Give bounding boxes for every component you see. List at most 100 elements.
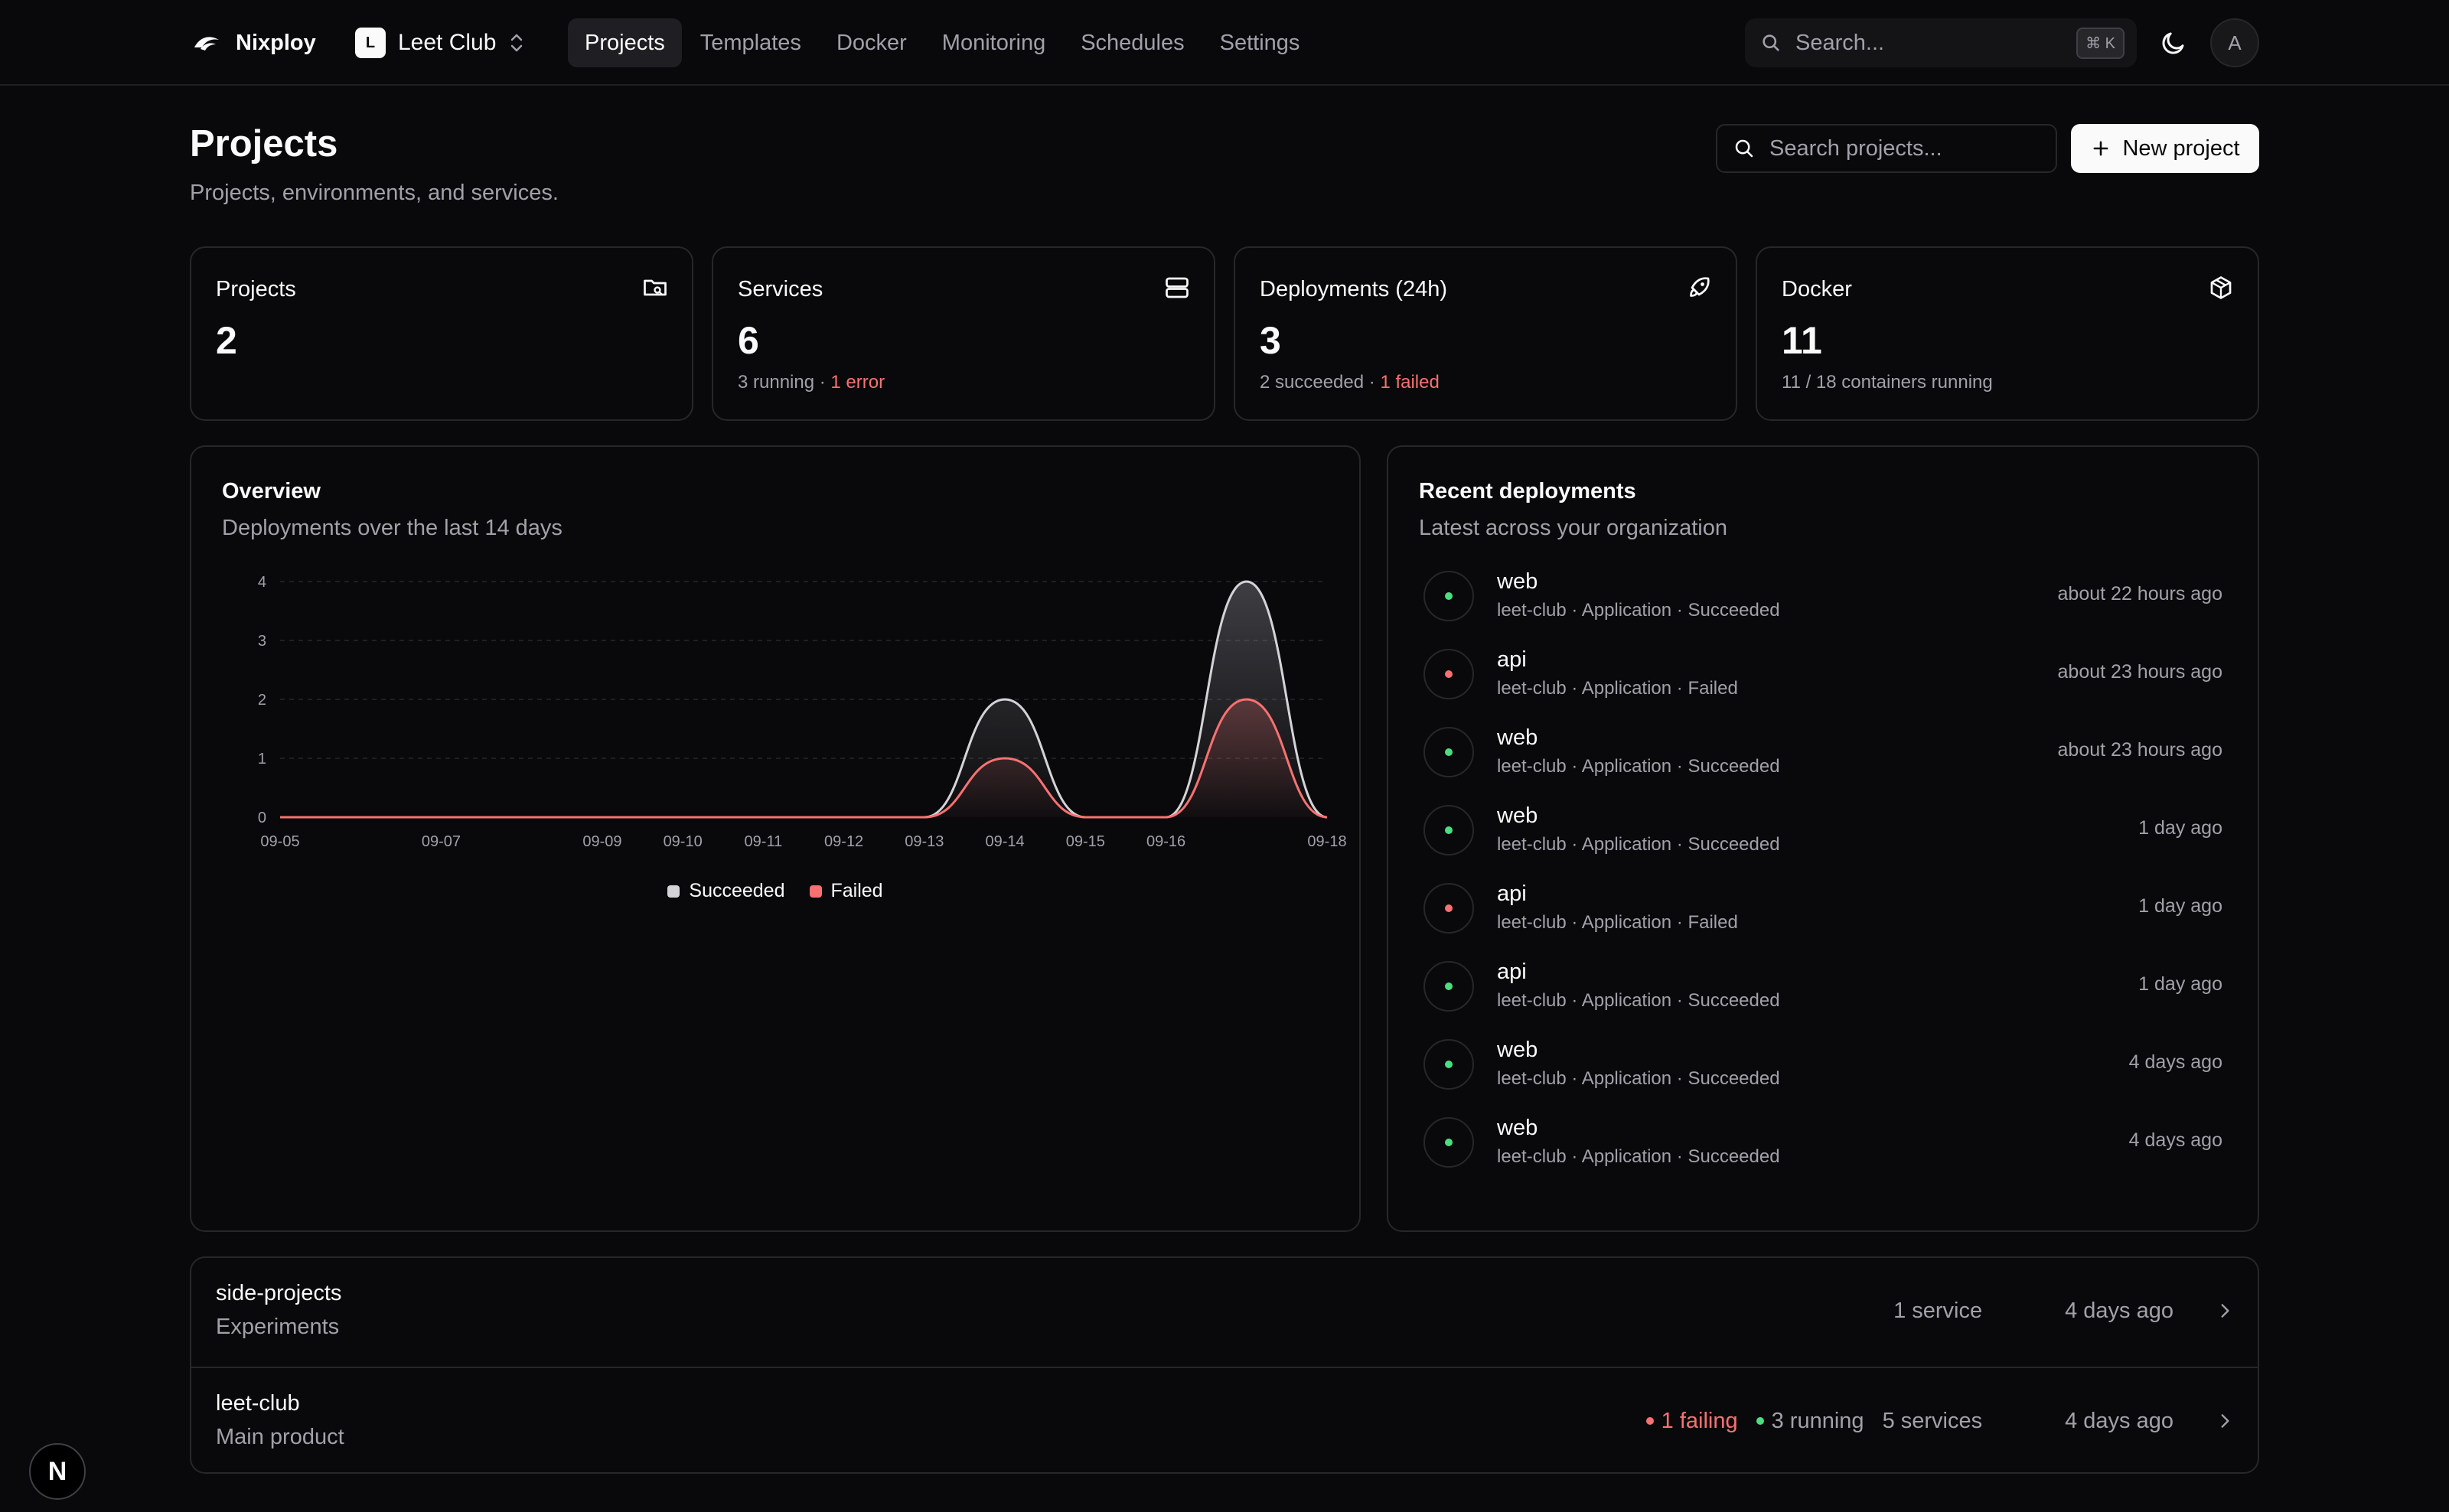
x-tick-label: 09-16: [1146, 833, 1185, 850]
stat-label: Deployments (24h): [1260, 277, 1447, 301]
stat-label: Docker: [1782, 277, 1852, 301]
status-indicator: [1423, 805, 1474, 855]
search-shortcut: ⌘ K: [2076, 27, 2125, 59]
y-tick-label: 4: [258, 574, 266, 591]
deployment-row[interactable]: api leet-club · Application · Failed 1 day…: [1423, 878, 2222, 938]
status-indicator: [1423, 1039, 1474, 1090]
status-dot: [1445, 1139, 1453, 1146]
stat-value: 11: [1782, 319, 1822, 362]
deployment-row[interactable]: api leet-club · Application · Failed about…: [1423, 644, 2222, 704]
stat-alert: 1 error: [830, 372, 885, 393]
deployment-service-name: web: [1497, 1116, 1538, 1140]
status-indicator: [1423, 883, 1474, 934]
nav-item-schedules[interactable]: Schedules: [1081, 31, 1185, 55]
deployment-meta: leet-club · Application · Failed: [1497, 678, 1738, 699]
nav-item-monitoring[interactable]: Monitoring: [941, 31, 1046, 55]
deployment-meta: leet-club · Application · Succeeded: [1497, 600, 1780, 621]
x-tick-label: 09-18: [1307, 833, 1346, 850]
project-service-count: 5 services: [1882, 1408, 1983, 1433]
project-summary: 1 service 4 days ago: [1893, 1292, 2235, 1330]
project-name: leet-club: [216, 1391, 300, 1416]
deployment-row[interactable]: web leet-club · Application · Succeeded ab…: [1423, 566, 2222, 626]
org-switcher[interactable]: L Leet Club: [355, 23, 525, 63]
deployment-row[interactable]: api leet-club · Application · Succeeded 1 …: [1423, 956, 2222, 1016]
project-updated: 4 days ago: [2065, 1408, 2173, 1433]
main-nav: Projects Templates Docker Monitoring Schedul…: [568, 18, 1316, 67]
chart-legend: Succeeded Failed: [191, 880, 1359, 902]
deployment-service-name: web: [1497, 569, 1538, 594]
deployment-time: about 23 hours ago: [2057, 739, 2222, 761]
org-name: Leet Club: [398, 30, 497, 55]
status-indicator: [1423, 727, 1474, 777]
y-tick-label: 1: [258, 751, 266, 767]
deployment-row[interactable]: web leet-club · Application · Succeeded 4 …: [1423, 1035, 2222, 1094]
stat-card-services: Services 6 3 running · 1 error: [712, 246, 1215, 421]
project-running: 3 running: [1756, 1409, 1864, 1434]
stat-value: 2: [216, 319, 237, 362]
failed-dot: [1645, 1417, 1654, 1425]
status-dot: [1445, 826, 1453, 834]
recent-description: Latest across your organization: [1419, 516, 1727, 540]
box-icon: [2210, 276, 2232, 299]
deployment-row[interactable]: web leet-club · Application · Succeeded ab…: [1423, 722, 2222, 782]
recent-title: Recent deployments: [1419, 479, 1636, 503]
x-tick-label: 09-12: [824, 833, 863, 850]
status-indicator: [1423, 961, 1474, 1012]
project-row[interactable]: side-projects Experiments 1 service 4 days …: [191, 1258, 2258, 1366]
legend-label: Succeeded: [689, 880, 785, 901]
nav-item-templates[interactable]: Templates: [699, 31, 801, 55]
dev-tools-badge[interactable]: N: [29, 1443, 86, 1500]
x-tick-label: 09-09: [582, 833, 621, 850]
project-row[interactable]: leet-club Main product 1 failing 3 running 5…: [191, 1367, 2258, 1472]
page-title: Projects: [190, 123, 338, 165]
deployment-time: 1 day ago: [2138, 895, 2222, 917]
overview-card: Overview Deployments over the last 14 da…: [190, 445, 1361, 1232]
deployment-row[interactable]: web leet-club · Application · Succeeded 4 …: [1423, 1113, 2222, 1172]
x-tick-label: 09-10: [664, 833, 703, 850]
overview-description: Deployments over the last 14 days: [222, 516, 563, 540]
nav-item-docker[interactable]: Docker: [836, 31, 907, 55]
stat-value: 3: [1260, 319, 1281, 362]
status-dot: [1445, 1061, 1453, 1068]
legend-item-failed: Failed: [809, 880, 883, 902]
status-dot: [1445, 748, 1453, 756]
theme-toggle[interactable]: [2155, 24, 2192, 61]
brand[interactable]: Nixploy: [193, 23, 316, 63]
status-dot: [1445, 982, 1453, 990]
legend-item-succeeded: Succeeded: [667, 880, 785, 902]
chevrons-up-down-icon: [511, 34, 523, 52]
project-failing: 1 failing: [1645, 1409, 1738, 1434]
rocket-icon: [1690, 277, 1710, 297]
x-tick-label: 09-13: [905, 833, 944, 850]
deployment-service-name: web: [1497, 1038, 1538, 1062]
project-summary: 1 failing 3 running 5 services 4 days ago: [1645, 1402, 2235, 1440]
deployments-chart: 0 1 2 3 4 09-05 09-07 09-09 09-10 09-11 09-12 09-13…: [258, 574, 1347, 850]
x-tick-label: 09-11: [745, 833, 783, 850]
stat-card-docker: Docker 11 11 / 18 containers running: [1756, 246, 2259, 421]
deployment-time: 1 day ago: [2138, 817, 2222, 839]
new-project-button[interactable]: New project: [2071, 124, 2259, 173]
deployment-time: about 22 hours ago: [2057, 583, 2222, 604]
stat-subtext: 11 / 18 containers running: [1782, 372, 1993, 393]
deployment-time: about 23 hours ago: [2057, 661, 2222, 683]
stat-subtext: 3 running · 1 error: [738, 372, 885, 393]
folder-icon: [644, 279, 667, 296]
status-dot: [1445, 670, 1453, 678]
nav-item-settings[interactable]: Settings: [1219, 31, 1300, 55]
project-search-input[interactable]: Search projects...: [1716, 124, 2057, 173]
user-avatar[interactable]: A: [2210, 18, 2259, 67]
search-icon: [1735, 139, 1753, 158]
y-tick-label: 0: [258, 810, 266, 826]
deployment-service-name: web: [1497, 725, 1538, 750]
deployment-service-name: api: [1497, 881, 1527, 906]
legend-swatch: [667, 885, 680, 898]
global-search[interactable]: Search... ⌘ K: [1745, 18, 2137, 67]
project-search-placeholder: Search projects...: [1769, 135, 1942, 161]
plus-icon: [2093, 141, 2108, 156]
legend-swatch: [809, 885, 822, 898]
nav-item-projects[interactable]: Projects: [568, 18, 682, 67]
stat-alert: 1 failed: [1380, 372, 1440, 393]
chevron-right-icon: [2221, 1414, 2229, 1428]
deployment-time: 4 days ago: [2128, 1051, 2222, 1073]
deployment-row[interactable]: web leet-club · Application · Succeeded 1 …: [1423, 800, 2222, 860]
